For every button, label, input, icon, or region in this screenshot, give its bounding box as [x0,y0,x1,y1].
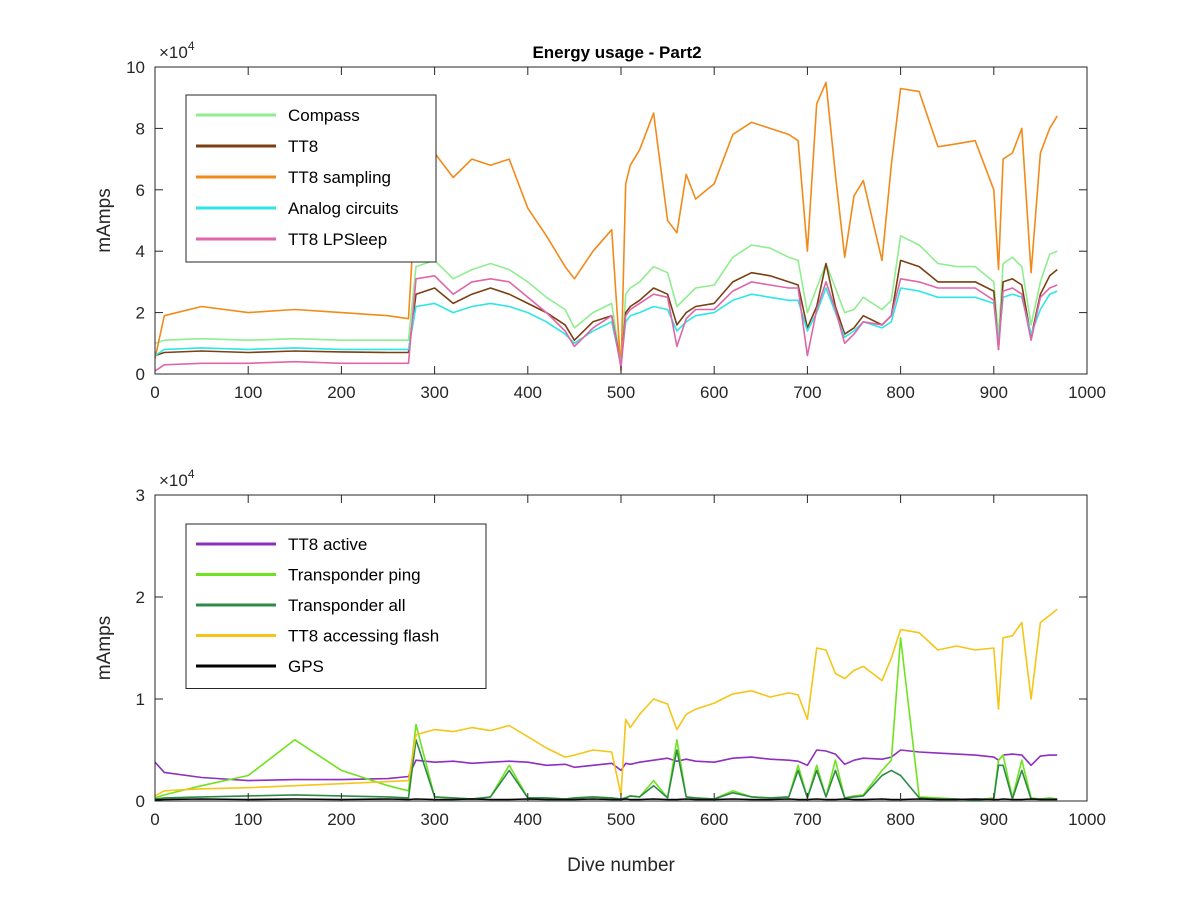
series-line-tt8-active [155,749,1058,782]
x-tick-label: 400 [514,383,542,402]
x-tick-label: 600 [700,383,728,402]
legend-entry-label: TT8 active [288,535,367,554]
y-tick-label: 4 [136,242,145,261]
y-tick-label: 10 [126,58,145,77]
legend-entry-label: Compass [288,106,360,125]
x-tick-label: 800 [886,383,914,402]
x-tick-label: 0 [150,810,159,829]
x-tick-label: 200 [327,383,355,402]
y-tick-label: 1 [136,690,145,709]
y-tick-label: 2 [136,588,145,607]
y-exponent-label: ×104 [159,467,195,490]
series-line-tt8-accessing-flash [155,608,1058,797]
top-panel: 0 100 200 300 400 500 600 700 800 900 1000 0 2 4 6 8 10 ×… [94,39,1106,402]
legend: TT8 active Transponder ping Transponder al… [185,523,487,689]
series-line-compass [155,235,1058,366]
y-tick-label: 0 [136,365,145,384]
x-tick-label: 500 [607,810,635,829]
x-tick-label: 900 [980,810,1008,829]
x-tick-label: 1000 [1068,810,1106,829]
y-axis-label: mAmps [94,188,115,252]
x-axis-label: Dive number [567,855,675,876]
x-tick-label: 700 [793,810,821,829]
legend-entry-label: Transponder all [288,596,406,615]
y-exponent-label: ×104 [159,39,195,62]
x-tick-label: 100 [234,810,262,829]
series-line-tt8-lpsleep [155,274,1058,372]
figure-title: Energy usage - Part2 [532,43,701,62]
legend: Compass TT8 TT8 sampling Analog circuits TT8… [185,94,437,263]
x-tick-label: 600 [700,810,728,829]
x-tick-label: 0 [150,383,159,402]
x-tick-label: 500 [607,383,635,402]
legend-entry-label: TT8 sampling [288,168,391,187]
y-tick-label: 8 [136,119,145,138]
y-exponent-power: 4 [188,467,195,481]
y-tick-label: 0 [136,792,145,811]
legend-entry-label: TT8 accessing flash [288,627,439,646]
legend-entry-label: GPS [288,657,324,676]
x-tick-label: 100 [234,383,262,402]
y-exponent-power: 4 [188,39,195,53]
x-tick-label: 300 [420,810,448,829]
x-tick-label: 400 [514,810,542,829]
bottom-panel: 0 100 200 300 400 500 600 700 800 900 1000 0 1 2 3 ×104… [94,467,1106,876]
legend-entry-label: Transponder ping [288,566,421,585]
x-tick-label: 700 [793,383,821,402]
x-tick-label: 200 [327,810,355,829]
x-tick-label: 900 [980,383,1008,402]
legend-entry-label: TT8 LPSleep [288,230,387,249]
series-line-tt8-sampling [155,81,1058,372]
y-axis-label: mAmps [94,616,115,680]
x-tick-label: 800 [886,810,914,829]
legend-entry-label: Analog circuits [288,199,399,218]
series-line-gps [155,798,1058,801]
series-lines [155,81,1058,372]
series-lines [155,608,1058,801]
series-line-tt8 [155,259,1058,366]
y-tick-label: 2 [136,304,145,323]
x-tick-label: 300 [420,383,448,402]
x-tick-label: 1000 [1068,383,1106,402]
y-tick-label: 6 [136,181,145,200]
y-tick-label: 3 [136,486,145,505]
legend-entry-label: TT8 [288,137,318,156]
series-line-analog-circuits [155,287,1058,366]
